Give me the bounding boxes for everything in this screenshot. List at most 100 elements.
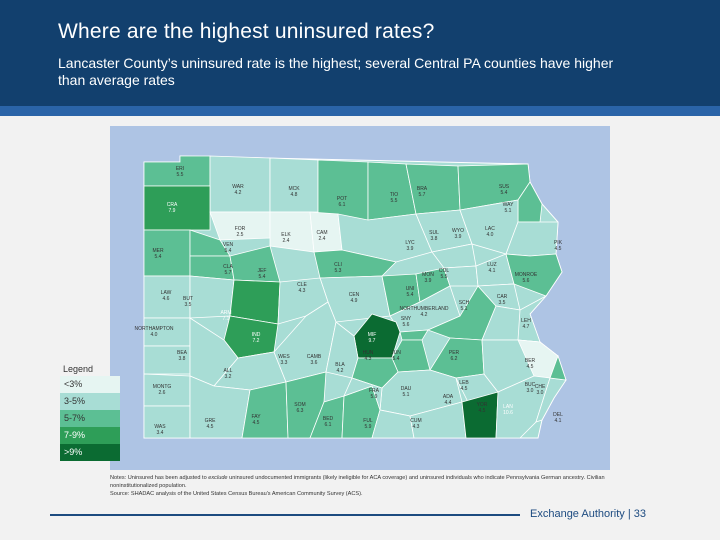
- county-name-jef: JEF: [258, 268, 267, 274]
- county-value-pot: 6.1: [339, 202, 346, 208]
- notes-prefix: Notes: Uninsured has been adjusted to: [110, 475, 209, 481]
- notes-emphasis: exclude: [208, 475, 228, 481]
- county-value-cle: 4.3: [299, 288, 306, 294]
- county-value-col: 5.5: [441, 274, 448, 280]
- county-value-sul: 3.8: [431, 236, 438, 242]
- county-value-ind: 7.2: [253, 338, 260, 344]
- footer-org: Exchange Authority: [530, 508, 625, 520]
- county-name-cen: CEN: [349, 292, 360, 298]
- source-text: Source: SHADAC analysis of the United St…: [110, 491, 363, 497]
- county-name-monroe: MONROE: [515, 272, 538, 278]
- legend-title: Legend: [63, 364, 94, 374]
- county-value-mck: 4.8: [291, 192, 298, 198]
- county-value-lan: 10.6: [503, 410, 513, 416]
- county-name-jun: JUN: [391, 350, 401, 356]
- county-name-lyc: LYC: [405, 240, 415, 246]
- county-name-leb: LEB: [459, 380, 469, 386]
- county-shape-northampton: [517, 295, 547, 343]
- county-name-bra: BRA: [417, 186, 428, 192]
- county-shape-was: [143, 373, 191, 407]
- county-name-eri: ERI: [176, 166, 184, 172]
- county-value-camb: 3.6: [311, 360, 318, 366]
- county-value-cam: 2.4: [319, 236, 326, 242]
- county-name-sul: SUL: [429, 230, 439, 236]
- county-name-arm: ARM: [220, 310, 231, 316]
- county-value-but: 3.5: [185, 302, 192, 308]
- county-name-northumberland: NORTHUMBERLAND: [399, 306, 448, 312]
- county-name-all: ALL: [224, 368, 233, 374]
- county-name-ada: ADA: [443, 394, 454, 400]
- county-name-camb: CAMB: [307, 354, 322, 360]
- county-name-mer: MER: [152, 248, 164, 254]
- county-value-car: 3.5: [499, 300, 506, 306]
- county-value-som: 6.3: [297, 408, 304, 414]
- county-name-buc: BUC: [525, 382, 536, 388]
- legend-item-0: <3%: [60, 376, 120, 393]
- county-name-bea: BEA: [177, 350, 188, 356]
- county-name-tio: TIO: [390, 192, 398, 198]
- county-value-bla: 4.2: [337, 368, 344, 374]
- county-value-mon: 3.9: [425, 278, 432, 284]
- county-name-cla: CLA: [223, 264, 233, 270]
- county-value-sus: 5.4: [501, 190, 508, 196]
- legend-item-3: 7-9%: [60, 427, 120, 444]
- county-name-pot: POT: [337, 196, 347, 202]
- header-bar: [0, 0, 720, 106]
- county-value-che: 3.0: [537, 390, 544, 396]
- county-value-pik: 4.5: [555, 246, 562, 252]
- county-value-per: 6.2: [451, 356, 458, 362]
- county-name-was: WAS: [154, 424, 166, 430]
- county-name-leh: LEH: [521, 318, 531, 324]
- county-value-cen: 4.9: [351, 298, 358, 304]
- county-name-luz: LUZ: [487, 262, 496, 268]
- page-number: 33: [633, 508, 647, 520]
- county-name-col: COL: [439, 268, 450, 274]
- pennsylvania-county-map: ERI 5.5 WAR 4.2 MCK 4.8 POT 6.1 TIO 5.5 BRA 5.7 SUS 5…: [110, 126, 610, 470]
- notes-suffix: uninsured undocumented immigrants (likel…: [110, 475, 605, 489]
- county-name-cle: CLE: [297, 282, 307, 288]
- county-value-for: 2.5: [237, 232, 244, 238]
- county-value-arm: 7.1: [223, 316, 230, 322]
- county-name-sny: SNY: [401, 316, 412, 322]
- county-value-northampton: 4.0: [151, 332, 158, 338]
- county-value-mif: 9.7: [369, 338, 376, 344]
- county-name-mif: MIF: [368, 332, 377, 338]
- county-value-all: 3.2: [225, 374, 232, 380]
- county-value-cra: 7.9: [169, 208, 176, 214]
- county-name-war: WAR: [232, 184, 244, 190]
- page-title: Where are the highest uninsured rates?: [58, 20, 435, 43]
- county-value-sch: 5.1: [461, 306, 468, 312]
- county-value-war: 4.2: [235, 190, 242, 196]
- county-value-northumberland: 4.2: [421, 312, 428, 318]
- county-name-elk: ELK: [281, 232, 291, 238]
- county-value-cum: 4.3: [413, 424, 420, 430]
- county-name-ful: FUL: [363, 418, 373, 424]
- county-name-way: WAY: [503, 202, 514, 208]
- county-value-hun: 4.3: [365, 356, 372, 362]
- county-name-cam: CAM: [316, 230, 327, 236]
- county-value-wes: 3.3: [281, 360, 288, 366]
- county-name-uni: UNI: [406, 286, 415, 292]
- county-shape-bra: [405, 163, 461, 215]
- county-name-lac: LAC: [485, 226, 495, 232]
- legend-item-2: 5-7%: [60, 410, 120, 427]
- county-value-lac: 4.0: [487, 232, 494, 238]
- county-value-ful: 5.9: [365, 424, 372, 430]
- county-name-gre: GRE: [205, 418, 217, 424]
- county-value-monroe: 5.6: [523, 278, 530, 284]
- county-shape-pot: [317, 159, 369, 221]
- county-name-ber: BER: [525, 358, 536, 364]
- county-value-elk: 2.4: [283, 238, 290, 244]
- county-value-dau: 5.1: [403, 392, 410, 398]
- county-name-car: CAR: [497, 294, 508, 300]
- legend-item-1: 3-5%: [60, 393, 120, 410]
- county-value-del: 4.1: [555, 418, 562, 424]
- county-value-ada: 4.4: [445, 400, 452, 406]
- county-name-bla: BLA: [335, 362, 345, 368]
- county-name-lan: LAN: [503, 404, 513, 410]
- county-name-law: LAW: [161, 290, 172, 296]
- county-name-mck: MCK: [288, 186, 300, 192]
- county-value-gre: 4.5: [207, 424, 214, 430]
- notes: Notes: Uninsured has been adjusted to ex…: [110, 474, 610, 498]
- county-value-law: 4.6: [163, 296, 170, 302]
